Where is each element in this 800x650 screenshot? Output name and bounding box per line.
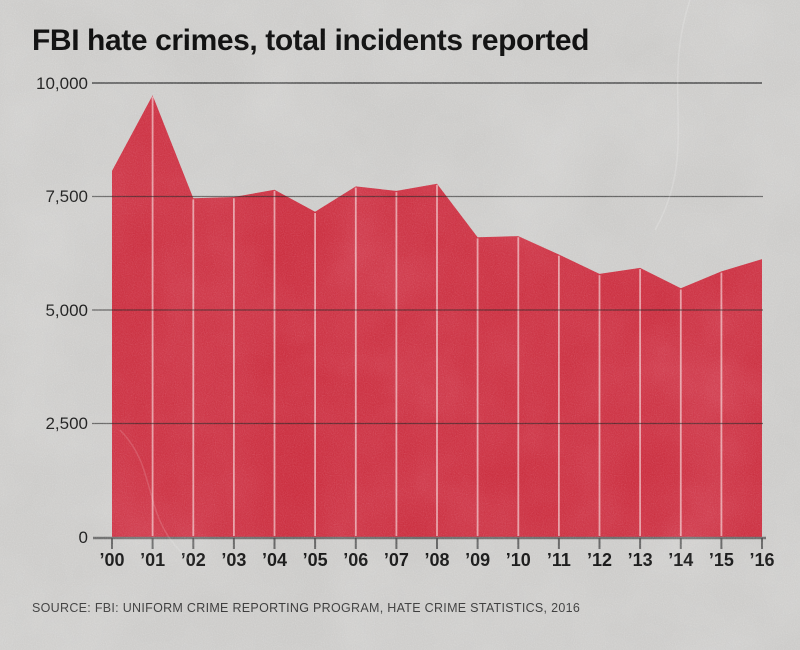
x-axis-label: ’16 [749, 550, 775, 570]
x-axis-label: ’13 [627, 550, 653, 570]
x-axis-label: ’10 [505, 550, 531, 570]
x-axis-label: ’12 [586, 550, 613, 570]
x-axis-label: ’14 [668, 550, 694, 570]
x-axis-label: ’05 [302, 550, 328, 570]
x-axis-label: ’03 [221, 550, 247, 570]
y-axis-label: 7,500 [45, 187, 88, 206]
x-axis-label: ’00 [99, 550, 125, 570]
y-axis-label: 2,500 [45, 414, 88, 433]
x-axis-label: ’15 [708, 550, 734, 570]
x-axis-label: ’11 [546, 550, 571, 570]
x-axis-label: ’06 [343, 550, 369, 570]
x-axis-label: ’04 [261, 550, 288, 570]
y-axis-label: 10,000 [36, 73, 88, 93]
source-attribution: SOURCE: FBI: UNIFORM CRIME REPORTING PRO… [32, 601, 581, 615]
x-axis-label: ’02 [180, 550, 206, 570]
y-axis-label: 5,000 [45, 300, 88, 320]
x-axis-label: ’07 [383, 550, 409, 570]
x-axis-label: ’01 [140, 550, 166, 570]
x-axis-label: ’08 [424, 550, 450, 570]
x-axis-label: ’09 [465, 550, 491, 570]
y-axis-label: 0 [78, 527, 88, 547]
